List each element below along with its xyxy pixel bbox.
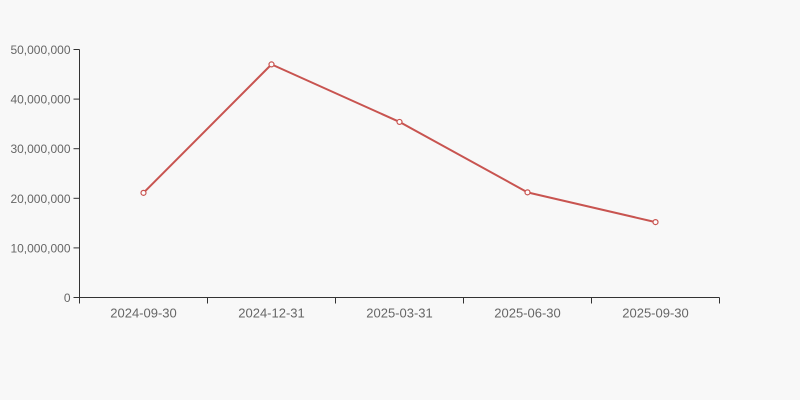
data-point-marker[interactable] [140,189,147,196]
y-axis-tick-label: 40,000,000 [10,93,70,107]
x-axis-tick-label: 2025-09-30 [622,306,689,321]
y-axis-tick-label: 10,000,000 [10,241,70,255]
x-axis-tick-label: 2024-12-31 [238,306,305,321]
y-axis-tick-label: 20,000,000 [10,192,70,206]
data-point-marker[interactable] [524,189,531,196]
data-point-marker[interactable] [268,61,275,68]
y-axis-tick-label: 0 [64,291,71,305]
y-axis-tick-label: 50,000,000 [10,43,70,57]
x-axis-tick-label: 2025-03-31 [366,306,433,321]
data-point-marker[interactable] [396,118,403,126]
x-axis-tick-label: 2025-06-30 [494,306,561,321]
data-point-marker[interactable] [652,219,659,226]
x-axis-tick-label: 2024-09-30 [110,306,177,321]
y-axis-tick-label: 30,000,000 [10,142,70,156]
